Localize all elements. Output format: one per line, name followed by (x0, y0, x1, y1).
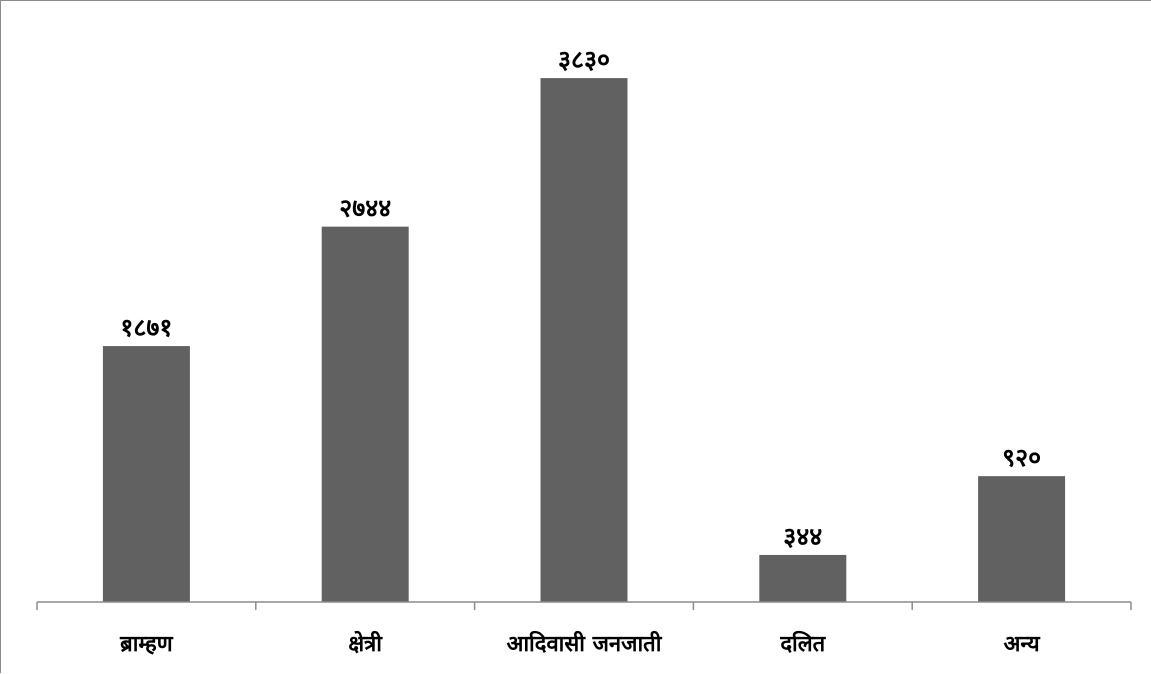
x-tick-label-4: दलित (779, 630, 826, 657)
data-labels-group: १८७१ २७४४ ३८३० ३४४ ९२० (120, 45, 1041, 551)
data-label-1: १८७१ (120, 313, 172, 342)
bar-4 (759, 554, 847, 602)
data-label-4: ३४४ (783, 522, 822, 551)
x-tick-label-1: ब्राम्हण (119, 632, 174, 657)
x-tick-label-5: अन्य (1004, 632, 1041, 657)
bar-3 (540, 78, 628, 602)
data-label-5: ९२० (1002, 443, 1041, 472)
data-label-2: २७४४ (339, 194, 391, 223)
bar-1 (102, 346, 190, 602)
bar-5 (978, 476, 1066, 602)
x-axis (36, 601, 1132, 610)
bar-2 (321, 226, 409, 603)
x-tick-label-2: क्षेत्री (348, 630, 383, 657)
x-tick-label-3: आदिवासी जनजाती (507, 630, 663, 657)
data-label-3: ३८३० (558, 45, 610, 74)
category-labels-group: ब्राम्हण क्षेत्री आदिवासी जनजाती दलित अन्य (119, 630, 1041, 657)
bars-group (102, 78, 1066, 603)
